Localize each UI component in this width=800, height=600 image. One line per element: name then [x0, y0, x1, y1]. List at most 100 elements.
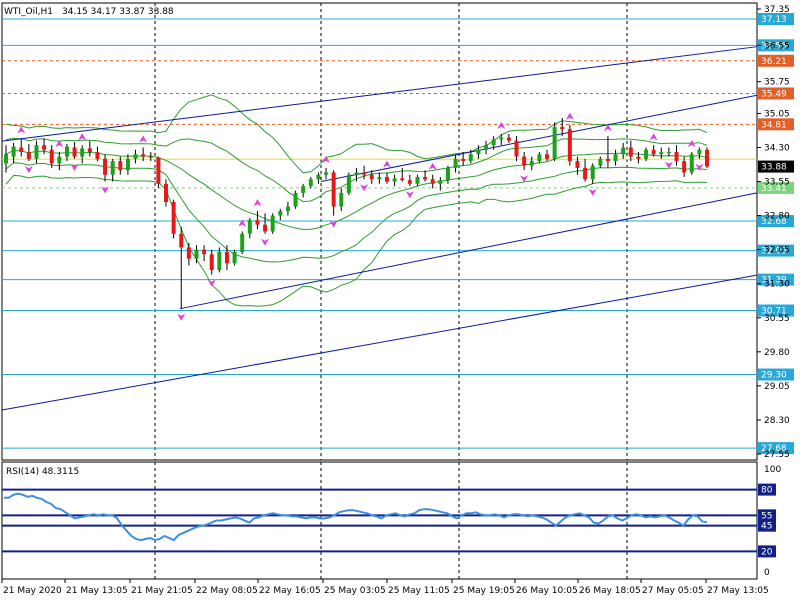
candle-body-79: [605, 158, 610, 162]
level-label-10: 29.30: [761, 371, 787, 381]
candle-body-65: [499, 137, 504, 140]
fractal-down-5: [70, 163, 79, 171]
symbol-label: WTI_Oil,H1: [4, 7, 53, 17]
fractal-up-26: [687, 140, 696, 148]
candle-body-68: [522, 156, 527, 166]
price-tick-label-13: 27.55: [764, 450, 790, 460]
level-label-4: 34.81: [761, 120, 787, 130]
band-line-4: [5, 174, 708, 307]
candle-body-20: [156, 157, 161, 184]
time-tick-label-2: 21 May 21:05: [131, 586, 193, 596]
candle-body-90: [689, 154, 694, 173]
time-tick-label-9: 26 May 18:05: [579, 586, 641, 596]
candle-body-81: [621, 147, 626, 155]
time-tick-label-0: 21 May 2020: [3, 586, 62, 596]
candle-body-67: [514, 140, 519, 157]
fractal-down-15: [360, 184, 369, 192]
candle-body-29: [224, 251, 229, 264]
candle-body-70: [537, 154, 542, 162]
candle-body-3: [26, 152, 31, 159]
candle-body-54: [415, 177, 420, 184]
candle-body-25: [194, 249, 199, 259]
time-axis: 21 May 2020 21 May 13:05 21 May 21:05 22 Ma…: [1, 579, 769, 596]
fractal-markers: [17, 112, 704, 321]
channel-line-1: [320, 94, 758, 183]
candle-body-92: [705, 149, 709, 167]
price-tick-label-12: 28.30: [764, 416, 790, 426]
main-pane-frame: [1, 2, 758, 461]
candle-body-57: [438, 180, 443, 184]
level-label-8: 31.39: [761, 276, 787, 286]
channel-line-2: [179, 192, 758, 310]
candle-body-22: [171, 201, 176, 234]
candle-body-53: [407, 180, 412, 184]
candle-body-34: [263, 224, 268, 232]
fractal-down-9: [261, 238, 270, 246]
rsi-level-bg-2: [758, 519, 776, 532]
candle-body-19: [148, 156, 153, 158]
time-tick-label-10: 27 May 05:05: [642, 586, 704, 596]
candle-body-0: [4, 154, 8, 164]
fractal-up-3: [139, 135, 148, 143]
grid-lines: [154, 3, 628, 579]
candle-body-80: [613, 154, 618, 162]
candle-body-10: [80, 148, 85, 157]
price-tick-label-4: 34.30: [764, 143, 790, 153]
candle-body-30: [232, 251, 237, 264]
current-price-bg: [758, 160, 794, 173]
fractal-down-10: [329, 220, 338, 228]
band-line-2: [5, 149, 708, 231]
fractal-up-20: [565, 112, 574, 120]
candle-body-5: [42, 145, 47, 150]
candle-body-37: [285, 206, 290, 212]
level-label-bg-2: [758, 54, 794, 67]
level-label-bg-4: [758, 118, 794, 131]
candle-body-48: [369, 174, 374, 180]
rsi-level-bg-1: [758, 509, 776, 522]
fractal-down-8: [207, 279, 216, 287]
candle-body-62: [476, 149, 481, 155]
candle-body-27: [209, 254, 214, 271]
rsi-line: [4, 492, 708, 542]
candle-body-2: [19, 147, 24, 153]
time-tick-label-5: 25 May 03:05: [324, 586, 386, 596]
price-tick-label-10: 29.80: [764, 348, 790, 358]
candle-body-8: [64, 146, 69, 157]
price-tick-label-11: 29.05: [764, 382, 790, 392]
time-tick-label-8: 26 May 10:05: [516, 586, 578, 596]
rsi-level-label-0: 80: [761, 486, 773, 496]
time-tick-label-4: 22 May 16:05: [259, 586, 321, 596]
ohlc-readout: 34.15 34.17 33.87 33.88: [62, 7, 174, 17]
fractal-up-0: [17, 126, 26, 134]
candle-body-82: [628, 147, 633, 157]
candle-body-77: [590, 165, 595, 180]
candle-body-16: [125, 158, 130, 171]
level-label-bg-3: [758, 87, 794, 100]
candle-body-52: [400, 178, 405, 181]
candle-body-44: [339, 192, 344, 207]
candle-body-12: [95, 152, 100, 159]
level-label-7: 32.03: [761, 247, 787, 257]
price-tick-label-7: 32.05: [764, 246, 790, 256]
candle-body-43: [331, 172, 336, 207]
candle-body-75: [575, 161, 580, 168]
candle-body-36: [278, 211, 283, 216]
candle-body-61: [468, 154, 473, 162]
channel-line-0: [1, 46, 758, 142]
level-label-1: 36.55: [761, 41, 787, 51]
candle-body-39: [301, 186, 306, 193]
fractal-up-19: [497, 121, 506, 129]
candle-body-46: [354, 172, 359, 175]
candle-body-35: [270, 215, 275, 232]
price-tick-label-3: 35.05: [764, 109, 790, 119]
candle-body-78: [598, 158, 603, 166]
rsi-pane-frame: [1, 461, 758, 580]
candle-body-91: [697, 149, 702, 155]
price-tick-label-9: 30.55: [764, 314, 790, 324]
candle-body-64: [491, 139, 496, 146]
candle-body-11: [87, 148, 92, 153]
fractal-down-4: [24, 166, 33, 174]
price-tick-label-8: 31.30: [764, 280, 790, 290]
